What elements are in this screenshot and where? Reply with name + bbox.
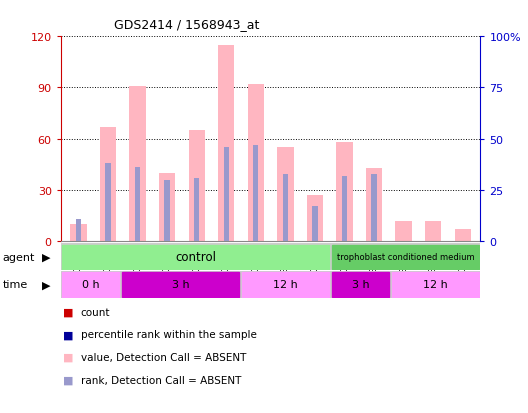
Bar xyxy=(248,85,264,242)
Bar xyxy=(165,180,170,242)
Text: count: count xyxy=(81,307,110,317)
Text: ▶: ▶ xyxy=(42,252,50,262)
Text: 12 h: 12 h xyxy=(423,280,448,290)
Bar xyxy=(366,169,382,242)
Text: ■: ■ xyxy=(63,375,74,385)
Text: agent: agent xyxy=(3,252,35,262)
Bar xyxy=(223,147,229,242)
Bar xyxy=(332,245,479,269)
Text: 0 h: 0 h xyxy=(82,280,99,290)
Bar xyxy=(70,225,87,242)
Text: ▶: ▶ xyxy=(42,280,50,290)
Text: 12 h: 12 h xyxy=(273,280,298,290)
Bar xyxy=(62,273,119,297)
Text: value, Detection Call = ABSENT: value, Detection Call = ABSENT xyxy=(81,352,246,362)
Text: percentile rank within the sample: percentile rank within the sample xyxy=(81,330,257,339)
Bar xyxy=(332,273,389,297)
Bar xyxy=(455,230,471,242)
Bar xyxy=(100,128,116,242)
Text: trophoblast conditioned medium: trophoblast conditioned medium xyxy=(337,253,474,261)
Text: time: time xyxy=(3,280,28,290)
Bar xyxy=(342,176,347,242)
Bar xyxy=(218,46,234,242)
Bar xyxy=(194,178,200,242)
Bar xyxy=(395,221,412,242)
Text: ■: ■ xyxy=(63,330,74,339)
Bar xyxy=(242,273,329,297)
Bar xyxy=(188,131,205,242)
Text: GDS2414 / 1568943_at: GDS2414 / 1568943_at xyxy=(114,18,259,31)
Bar xyxy=(253,145,259,242)
Bar xyxy=(336,143,353,242)
Bar xyxy=(135,168,140,242)
Bar xyxy=(392,273,479,297)
Bar xyxy=(62,245,329,269)
Bar xyxy=(312,207,318,242)
Bar xyxy=(159,173,175,242)
Bar xyxy=(307,196,323,242)
Bar xyxy=(76,219,81,242)
Text: ■: ■ xyxy=(63,307,74,317)
Bar xyxy=(371,174,376,242)
Text: rank, Detection Call = ABSENT: rank, Detection Call = ABSENT xyxy=(81,375,241,385)
Bar xyxy=(106,164,111,242)
Bar xyxy=(425,221,441,242)
Bar xyxy=(282,174,288,242)
Text: 3 h: 3 h xyxy=(352,280,370,290)
Text: control: control xyxy=(175,251,216,263)
Text: 3 h: 3 h xyxy=(172,280,190,290)
Text: ■: ■ xyxy=(63,352,74,362)
Bar xyxy=(122,273,239,297)
Bar xyxy=(277,148,294,242)
Bar xyxy=(129,87,146,242)
